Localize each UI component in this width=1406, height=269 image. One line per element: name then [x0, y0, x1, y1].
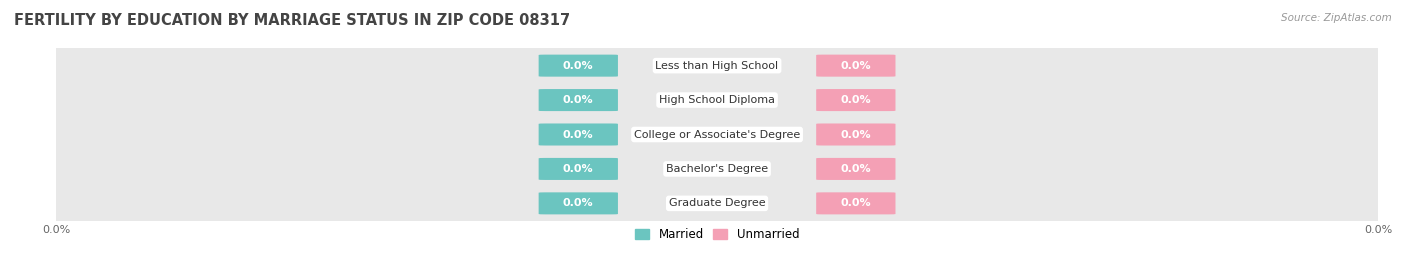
Text: 0.0%: 0.0% [841, 95, 872, 105]
FancyBboxPatch shape [538, 123, 617, 146]
Text: 0.0%: 0.0% [562, 164, 593, 174]
Text: Graduate Degree: Graduate Degree [669, 198, 765, 208]
FancyBboxPatch shape [49, 81, 1385, 119]
Text: 0.0%: 0.0% [841, 129, 872, 140]
Text: FERTILITY BY EDUCATION BY MARRIAGE STATUS IN ZIP CODE 08317: FERTILITY BY EDUCATION BY MARRIAGE STATU… [14, 13, 571, 29]
Text: College or Associate's Degree: College or Associate's Degree [634, 129, 800, 140]
Text: 0.0%: 0.0% [562, 61, 593, 71]
Text: 0.0%: 0.0% [562, 198, 593, 208]
FancyBboxPatch shape [815, 192, 896, 214]
FancyBboxPatch shape [538, 158, 617, 180]
FancyBboxPatch shape [815, 55, 896, 77]
FancyBboxPatch shape [49, 116, 1385, 153]
FancyBboxPatch shape [815, 89, 896, 111]
Text: Source: ZipAtlas.com: Source: ZipAtlas.com [1281, 13, 1392, 23]
Text: High School Diploma: High School Diploma [659, 95, 775, 105]
FancyBboxPatch shape [538, 55, 617, 77]
Text: 0.0%: 0.0% [841, 198, 872, 208]
FancyBboxPatch shape [815, 158, 896, 180]
FancyBboxPatch shape [49, 47, 1385, 84]
Text: 0.0%: 0.0% [562, 95, 593, 105]
FancyBboxPatch shape [49, 185, 1385, 222]
Legend: Married, Unmarried: Married, Unmarried [630, 223, 804, 246]
Text: Less than High School: Less than High School [655, 61, 779, 71]
FancyBboxPatch shape [538, 89, 617, 111]
FancyBboxPatch shape [49, 150, 1385, 188]
Text: 0.0%: 0.0% [562, 129, 593, 140]
FancyBboxPatch shape [538, 192, 617, 214]
Text: 0.0%: 0.0% [841, 61, 872, 71]
FancyBboxPatch shape [815, 123, 896, 146]
Text: Bachelor's Degree: Bachelor's Degree [666, 164, 768, 174]
Text: 0.0%: 0.0% [841, 164, 872, 174]
